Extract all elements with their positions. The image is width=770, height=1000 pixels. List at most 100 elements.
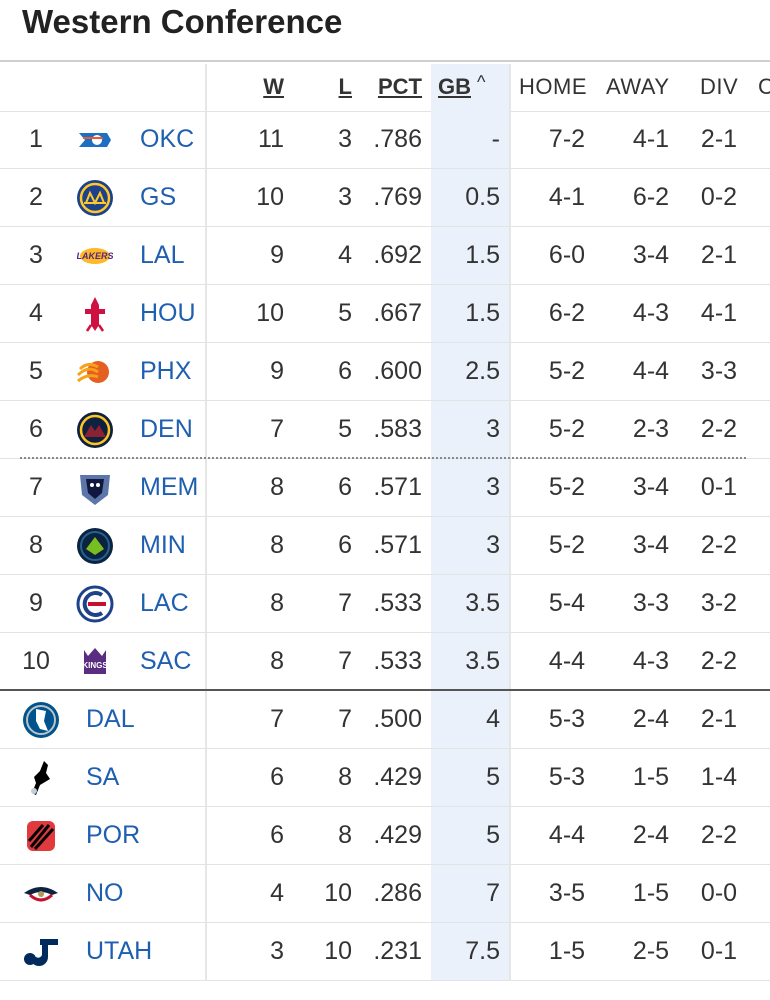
gb-column-highlight xyxy=(431,64,509,111)
sa-logo-icon[interactable] xyxy=(22,759,60,797)
sac-logo-icon[interactable]: KINGS xyxy=(76,643,114,681)
team-link[interactable]: MIN xyxy=(140,531,186,559)
gb-cell: 2.5 xyxy=(465,357,500,385)
table-row[interactable]: POR 6 8 .429 5 4-4 2-4 2-2 xyxy=(0,807,770,865)
team-link[interactable]: GS xyxy=(140,183,177,211)
losses-cell: 8 xyxy=(338,821,352,849)
losses-cell: 7 xyxy=(338,647,352,675)
team-link[interactable]: MEM xyxy=(140,473,199,501)
hou-logo-icon[interactable] xyxy=(76,295,114,333)
away-record-cell: 1-5 xyxy=(632,879,670,907)
header-l[interactable]: L xyxy=(338,73,352,99)
team-link[interactable]: LAL xyxy=(140,241,185,269)
table-row[interactable]: 1 OKC 11 3 .786 - 7-2 4-1 2-1 xyxy=(0,111,770,169)
away-record-cell: 2-4 xyxy=(632,821,670,849)
min-logo-icon[interactable] xyxy=(76,527,114,565)
table-row[interactable]: 10 KINGS SAC 8 7 .533 3.5 4-4 4-3 2-2 xyxy=(0,633,770,691)
table-row[interactable]: 6 DEN 7 5 .583 3 5-2 2-3 2-2 xyxy=(0,401,770,459)
lal-logo-icon[interactable]: LAKERS xyxy=(76,237,114,275)
header-w[interactable]: W xyxy=(263,73,284,99)
gb-cell: 3.5 xyxy=(465,589,500,617)
wins-cell: 8 xyxy=(270,647,284,675)
phx-logo-icon[interactable] xyxy=(76,353,114,391)
team-link[interactable]: UTAH xyxy=(86,937,153,965)
team-link[interactable]: NO xyxy=(86,879,124,907)
table-row[interactable]: DAL 7 7 .500 4 5-3 2-4 2-1 xyxy=(0,691,770,749)
lac-logo-icon[interactable] xyxy=(76,585,114,623)
pct-cell: .600 xyxy=(373,357,422,385)
div-record-cell: 2-1 xyxy=(700,125,738,153)
svg-text:KINGS: KINGS xyxy=(82,661,108,670)
playoff-line-divider xyxy=(20,457,746,459)
column-divider xyxy=(205,343,207,400)
div-record-cell: 2-2 xyxy=(700,531,738,559)
utah-logo-icon[interactable] xyxy=(22,933,60,971)
team-link[interactable]: HOU xyxy=(140,299,196,327)
column-divider xyxy=(509,517,511,574)
den-logo-icon[interactable] xyxy=(76,411,114,449)
wins-cell: 3 xyxy=(270,937,284,965)
table-row[interactable]: 9 LAC 8 7 .533 3.5 5-4 3-3 3-2 xyxy=(0,575,770,633)
gb-column-highlight xyxy=(431,517,509,574)
header-gb[interactable]: GB ^ xyxy=(438,62,508,111)
rank-cell: 10 xyxy=(22,647,50,675)
gb-column-highlight xyxy=(431,285,509,342)
pct-cell: .533 xyxy=(373,647,422,675)
team-link[interactable]: SAC xyxy=(140,647,192,675)
away-record-cell: 3-4 xyxy=(632,473,670,501)
header-away[interactable]: AWAY xyxy=(606,73,670,99)
losses-cell: 3 xyxy=(338,125,352,153)
team-link[interactable]: LAC xyxy=(140,589,189,617)
team-link[interactable]: DEN xyxy=(140,415,193,443)
home-record-cell: 4-1 xyxy=(548,183,586,211)
por-logo-icon[interactable] xyxy=(22,817,60,855)
away-record-cell: 3-4 xyxy=(632,531,670,559)
header-home[interactable]: HOME xyxy=(519,73,587,99)
rank-cell: 4 xyxy=(29,299,43,327)
table-row[interactable]: UTAH 3 10 .231 7.5 1-5 2-5 0-1 xyxy=(0,923,770,981)
no-logo-icon[interactable] xyxy=(22,875,60,913)
pct-cell: .692 xyxy=(373,241,422,269)
home-record-cell: 6-2 xyxy=(548,299,586,327)
dal-logo-icon[interactable] xyxy=(22,701,60,739)
team-link[interactable]: DAL xyxy=(86,705,135,733)
table-row[interactable]: 4 HOU 10 5 .667 1.5 6-2 4-3 4-1 xyxy=(0,285,770,343)
pct-cell: .583 xyxy=(373,415,422,443)
team-link[interactable]: PHX xyxy=(140,357,192,385)
table-row[interactable]: 2 GS 10 3 .769 0.5 4-1 6-2 0-2 xyxy=(0,169,770,227)
wins-cell: 11 xyxy=(258,125,284,153)
wins-cell: 8 xyxy=(270,589,284,617)
table-row[interactable]: 7 MEM 8 6 .571 3 5-2 3-4 0-1 xyxy=(0,459,770,517)
gb-column-highlight xyxy=(431,401,509,458)
table-row[interactable]: 3 LAKERS LAL 9 4 .692 1.5 6-0 3-4 2-1 xyxy=(0,227,770,285)
away-record-cell: 6-2 xyxy=(632,183,670,211)
table-row[interactable]: NO 4 10 .286 7 3-5 1-5 0-0 xyxy=(0,865,770,923)
column-divider xyxy=(205,401,207,458)
gs-logo-icon[interactable] xyxy=(76,179,114,217)
table-row[interactable]: 5 PHX 9 6 .600 2.5 5-2 4-4 3-3 xyxy=(0,343,770,401)
gb-column-highlight xyxy=(431,691,509,748)
home-record-cell: 5-2 xyxy=(548,531,586,559)
column-divider xyxy=(509,807,511,864)
rank-cell: 1 xyxy=(29,125,43,153)
okc-logo-icon[interactable] xyxy=(76,121,114,159)
column-divider xyxy=(205,517,207,574)
column-divider xyxy=(509,343,511,400)
rank-cell: 2 xyxy=(29,183,43,211)
pct-cell: .571 xyxy=(373,473,422,501)
header-conf[interactable]: C xyxy=(758,73,770,99)
table-row[interactable]: SA 6 8 .429 5 5-3 1-5 1-4 xyxy=(0,749,770,807)
team-link[interactable]: SA xyxy=(86,763,120,791)
div-record-cell: 1-4 xyxy=(700,763,738,791)
header-pct[interactable]: PCT xyxy=(378,73,422,99)
column-divider xyxy=(205,111,207,168)
table-row[interactable]: 8 MIN 8 6 .571 3 5-2 3-4 2-2 xyxy=(0,517,770,575)
div-record-cell: 2-1 xyxy=(700,241,738,269)
mem-logo-icon[interactable] xyxy=(76,469,114,507)
gb-column-highlight xyxy=(431,227,509,284)
header-div[interactable]: DIV xyxy=(700,73,739,99)
team-link[interactable]: POR xyxy=(86,821,141,849)
column-divider xyxy=(205,749,207,806)
team-link[interactable]: OKC xyxy=(140,125,195,153)
sort-ascending-icon: ^ xyxy=(477,72,486,92)
